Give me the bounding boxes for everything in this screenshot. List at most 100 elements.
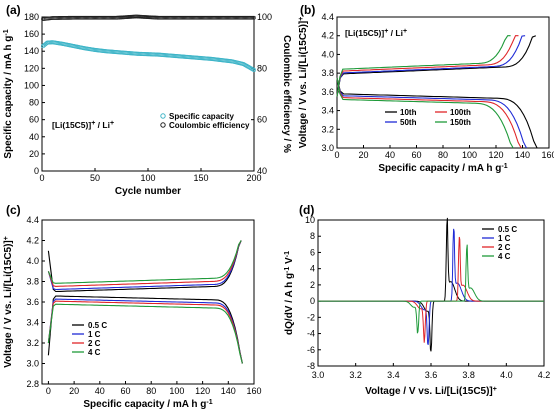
x-tick-label: 3.0 [312,370,325,380]
panel-label: (d) [299,203,314,217]
y-tick-label: 100 [24,80,39,90]
cell-annotation: [Li(15C5)]+ / Li+ [52,120,114,131]
y-tick-label: 3.4 [321,106,334,116]
x-tick-label: 4.0 [500,370,513,380]
x-tick-label: 60 [121,386,131,396]
x-tick-label: 3.2 [349,370,362,380]
discharge-curve-0.5 C [47,295,243,364]
legend-label-100th: 100th [450,108,471,117]
capacity-point [251,67,257,73]
efficiency-point [252,15,256,20]
y2-tick-label: 40 [257,166,267,176]
legend-label-1 C: 1 C [88,330,101,339]
legend-label-2 C: 2 C [498,243,511,252]
y2-tick-label: 100 [257,12,272,22]
charge-curve-0.5 C [47,240,242,293]
y-axis-label: Specific capacity / mA h g-1 [3,29,15,158]
panel-d: 3.0 3.2 3.4 3.6 3.8 4.0 4.2 -8 -6 -4 -2 0 2 4 6 8 10 Volt… [284,203,551,397]
x-axis-label: Voltage / V vs. Li/[Li(15C5)]+ [365,386,497,398]
x-tick-label: 0 [334,150,339,160]
y-tick-label: 4.4 [26,215,39,225]
panel-b: 0 20 40 60 80 100 120 140 160 3.0 3.2 3.4 3.6 3.8 4.0 4… [298,3,554,174]
charge-curve-4 C [47,240,242,284]
discharge-curve-100th [336,77,522,149]
y-tick-label: 20 [29,149,39,159]
legend-label-efficiency: Coulombic efficiency [169,121,250,130]
y-tick-label: -4 [307,329,315,339]
x-tick-label: 0 [46,386,51,396]
y-tick-label: 80 [29,98,39,108]
legend-label-4 C: 4 C [498,252,511,261]
x-tick-label: 20 [69,386,79,396]
y-tick-label: 3.0 [26,359,39,369]
charge-curve-2 C [47,240,242,287]
panel-label: (b) [300,3,315,17]
panel-c: 0 20 40 60 80 100 120 140 160 2.8 3.0 3.2 3.4 3.6 3.8 4… [3,203,262,410]
legend-label-2 C: 2 C [88,339,101,348]
y-tick-label: 4.0 [26,256,39,266]
discharge-curve-150th [336,77,514,149]
y-axis-label: dQ/dV / A h g-1 V-1 [284,251,296,335]
y-tick-label: 40 [29,132,39,142]
panel-label: (a) [6,3,21,17]
y-tick-label: 0 [34,166,39,176]
y-tick-label: 3.0 [321,143,334,153]
x-tick-label: 40 [95,386,105,396]
y-tick-label: 4 [310,264,315,274]
y-tick-label: 3.6 [321,87,334,97]
y-axis-label: Voltage / V vs. Li/[Li(15C5)]+ [3,236,15,368]
y-tick-label: 4.0 [321,49,334,59]
x-tick-label: 120 [488,150,503,160]
legend-label-0.5 C: 0.5 C [498,225,517,234]
discharge-curve-50th [336,77,527,149]
legend-label-1 C: 1 C [498,234,511,243]
legend-label-4 C: 4 C [88,348,101,357]
x-tick-label: 3.6 [425,370,438,380]
x-tick-label: 150 [193,173,208,183]
y-tick-label: 0 [310,296,315,306]
y-tick-label: 4.4 [321,12,334,22]
y-tick-label: 3.2 [321,124,334,134]
y-tick-label: 4.2 [321,31,334,41]
charge-curve-100th [336,35,519,97]
legend-label-50th: 50th [400,118,417,127]
legend-label-150th: 150th [450,118,471,127]
x-tick-label: 3.4 [387,370,400,380]
legend-label-10th: 10th [400,108,417,117]
x-tick-label: 100 [169,386,184,396]
y-tick-label: 4.2 [26,236,39,246]
x-tick-label: 140 [515,150,530,160]
x-tick-label: 3.8 [462,370,475,380]
y-tick-label: 3.6 [26,297,39,307]
x-tick-label: 20 [358,150,368,160]
x-tick-label: 40 [385,150,395,160]
x-axis-label: Specific capacity / mA h g-1 [83,399,212,411]
y-tick-label: 2.8 [26,379,39,389]
y-tick-label: 60 [29,115,39,125]
discharge-curve-10th [336,77,538,149]
x-tick-label: 100 [140,173,155,183]
y-tick-label: 120 [24,63,39,73]
x-axis-label: Specific capacity / mA h g-1 [378,163,507,175]
y-tick-label: 3.8 [321,68,334,78]
discharge-curve-1 C [47,298,243,364]
efficiency-point [251,15,255,20]
y-tick-label: -6 [307,345,315,355]
x-tick-label: 160 [541,150,554,160]
y-tick-label: -2 [307,312,315,322]
charge-curve-10th [336,35,537,97]
legend-marker-capacity [160,113,166,119]
y2-axis-label: Coulombic efficiency / % [281,35,292,153]
charge-curve-50th [336,35,526,97]
y-tick-label: 6 [310,247,315,257]
y-tick-label: 3.8 [26,277,39,287]
x-tick-label: 100 [462,150,477,160]
x-tick-label: 4.2 [538,370,551,380]
y-tick-label: 8 [310,231,315,241]
x-tick-label: 200 [246,173,261,183]
x-tick-label: 80 [438,150,448,160]
x-tick-label: 160 [246,386,261,396]
cell-annotation: [Li(15C5)]+ / Li+ [345,28,407,39]
y-tick-label: 3.2 [26,338,39,348]
